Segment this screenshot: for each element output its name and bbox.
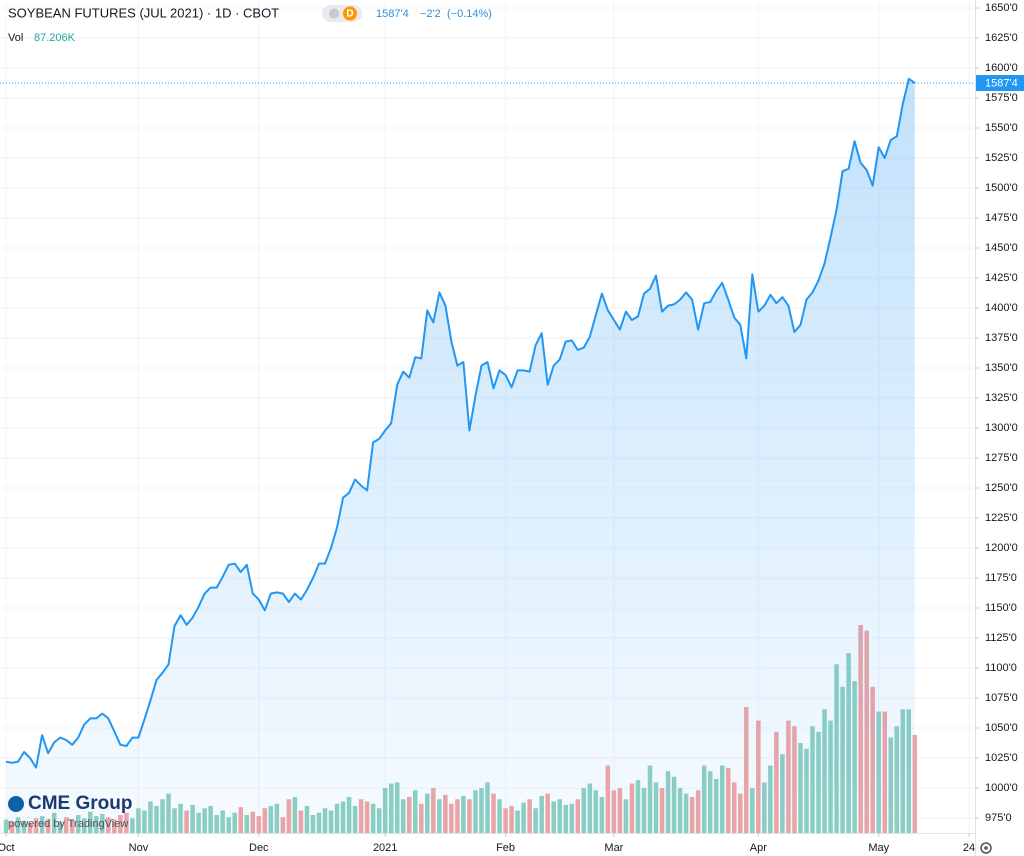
x-tick-label: Nov [129, 842, 149, 854]
y-tick-label: 1225'0 [985, 512, 1018, 524]
y-tick-label: 1075'0 [985, 692, 1018, 704]
x-tick-label: 24 [963, 842, 975, 854]
logo-globe [8, 796, 24, 812]
y-tick-label: 1450'0 [985, 242, 1018, 254]
y-tick-label: 1175'0 [985, 572, 1017, 584]
x-tick-label: 2021 [373, 842, 397, 854]
gear[interactable] [980, 842, 992, 854]
logo-name: CME Group [28, 793, 133, 814]
y-tick-label: 1500'0 [985, 182, 1018, 194]
y-tick-label: 1400'0 [985, 302, 1018, 314]
plot [0, 77, 975, 834]
x-tick-label: Dec [249, 842, 269, 854]
y-tick-label: 1425'0 [985, 272, 1018, 284]
price-line [5, 77, 916, 769]
y-tick-label: 1100'0 [985, 662, 1017, 674]
x-tick-label: May [868, 842, 889, 854]
status-dot [329, 8, 339, 19]
y-tick-label: 1025'0 [985, 752, 1018, 764]
y-tick-label: 1150'0 [985, 602, 1017, 614]
x-tick-label: Mar [604, 842, 623, 854]
y-tick-label: 1250'0 [985, 482, 1018, 494]
y-tick-label: 1475'0 [985, 212, 1018, 224]
y-tick-label: 1275'0 [985, 452, 1018, 464]
y-tick-label: 1350'0 [985, 362, 1018, 374]
y-tick-label: 1375'0 [985, 332, 1018, 344]
x-tick-label: Feb [496, 842, 515, 854]
cme-logo: CME Group powered by TradingView [8, 793, 133, 830]
y-tick-label: 1125'0 [985, 632, 1017, 644]
y-tick-label: 1200'0 [985, 542, 1018, 554]
x-tick-label: Apr [750, 842, 767, 854]
volume-bar [912, 734, 918, 833]
y-tick-label: 1000'0 [985, 782, 1018, 794]
last-price-label: 1587'4 [985, 77, 1018, 89]
y-tick-label: 1625'0 [985, 32, 1018, 44]
y-tick-label: 975'0 [985, 812, 1012, 824]
y-tick-label: 1300'0 [985, 422, 1018, 434]
x-tick-label: Oct [0, 842, 15, 854]
y-tick-label: 1325'0 [985, 392, 1018, 404]
last-price-box [976, 75, 1024, 92]
price-change-pct: (−0.14%) [447, 8, 492, 20]
y-tick-label: 1650'0 [985, 2, 1018, 14]
y-tick-label: 1550'0 [985, 122, 1018, 134]
settings-icon[interactable] [980, 842, 992, 854]
logo-caption: powered by TradingView [8, 818, 128, 830]
badge-text: D [346, 9, 353, 20]
price-change: −2'2 [420, 8, 441, 20]
chart-title: SOYBEAN FUTURES (JUL 2021) · 1D · CBOT [8, 5, 279, 20]
volume-value: 87.206K [34, 32, 76, 44]
y-tick-label: 1050'0 [985, 722, 1018, 734]
badge-circle [343, 6, 357, 21]
last-price: 1587'4 [376, 8, 409, 20]
y-tick-label: 1575'0 [985, 92, 1018, 104]
volume-title: Vol [8, 32, 23, 44]
y-tick-label: 1525'0 [985, 152, 1018, 164]
y-tick-label: 1600'0 [985, 62, 1018, 74]
price-area [6, 78, 915, 834]
gear-hub [984, 846, 988, 850]
